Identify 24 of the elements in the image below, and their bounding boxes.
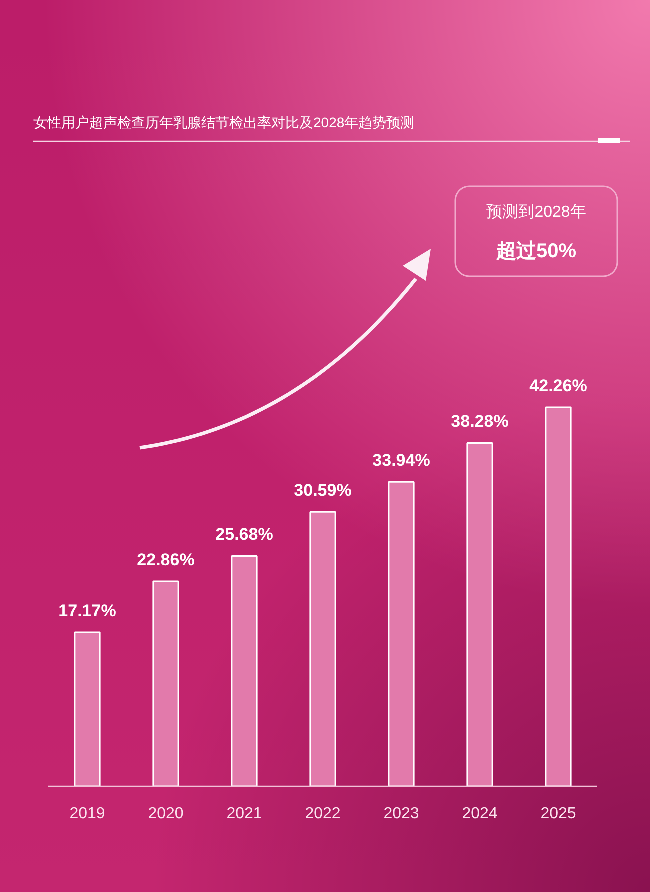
data-label: 33.94% [372,451,430,470]
data-label: 22.86% [137,550,195,570]
bar [310,511,336,788]
x-tick-label: 2020 [148,806,184,822]
data-label: 42.26% [530,376,588,396]
bar [388,481,415,788]
bar [74,632,101,788]
data-label: 38.28% [451,412,509,432]
x-tick-label: 2023 [384,806,420,822]
x-tick-label: 2022 [305,806,341,822]
text: 预测到2028年 [486,204,586,221]
x-tick-label: 2019 [70,806,106,822]
data-label: 30.59% [294,481,352,500]
bar [231,555,258,788]
bar [152,580,180,788]
x-tick-label: 2025 [540,806,576,822]
text: 超过50% [495,240,577,262]
x-tick-label: 2021 [226,806,262,822]
data-label: 25.68% [216,525,274,544]
bar [545,406,572,788]
x-tick-label: 2024 [462,806,498,822]
bar [466,442,494,788]
data-label: 17.17% [58,602,116,621]
chart-title: 女性用户超声检查历年乳腺结节检出率对比及2028年趋势预测 [34,114,415,130]
